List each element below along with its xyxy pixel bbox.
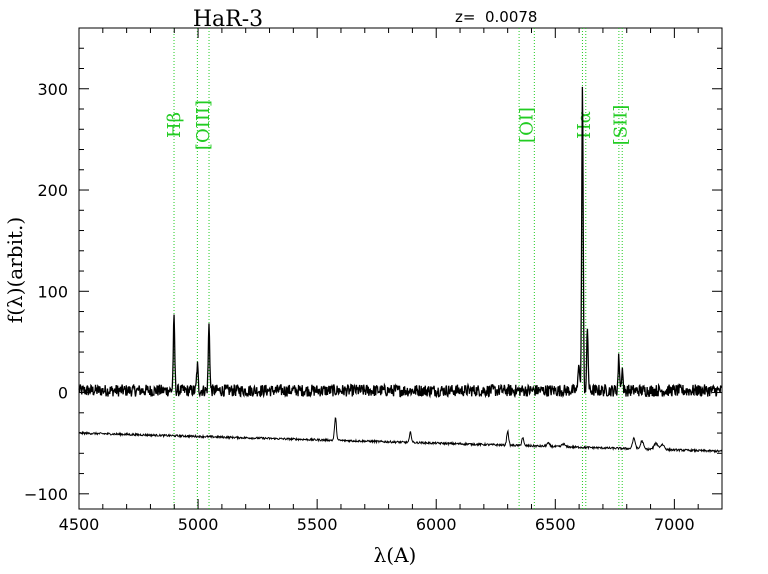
x-axis-label: λ(A)	[374, 543, 417, 567]
spectrum-line-1	[78, 417, 723, 454]
chart-title: HaR-3	[193, 7, 263, 32]
spectrum-line-0	[78, 86, 723, 399]
y-tick-label: 200	[37, 181, 68, 200]
y-tick-label: −100	[24, 485, 68, 504]
y-tick-label: 100	[37, 282, 68, 301]
x-tick-label: 6000	[416, 515, 457, 534]
x-tick-label: 5000	[178, 515, 219, 534]
spectrum-series	[78, 86, 723, 454]
x-tick-label: 7000	[654, 515, 695, 534]
plot-frame-group	[78, 27, 723, 510]
redshift-label: z= 0.0078	[455, 8, 537, 26]
y-tick-label: 300	[37, 80, 68, 99]
y-tick-label: 0	[58, 384, 68, 403]
x-tick-label: 4500	[59, 515, 100, 534]
x-tick-label: 5500	[297, 515, 338, 534]
line-marker-label-2: [OI]	[517, 107, 538, 143]
line-marker-label-4: [SII]	[611, 105, 632, 146]
axis-ticks: 4500 5000 5500 6000 6500 7000 −100 0 100 200 300	[24, 28, 723, 534]
line-marker-label-1: [OIII]	[193, 100, 214, 150]
emission-line-markers: Hβ [OIII] [OI] Hα [SII]	[164, 28, 632, 509]
line-marker-label-0: Hβ	[164, 112, 185, 138]
line-marker-label-3: Hα	[574, 111, 595, 139]
plot-frame	[78, 27, 723, 510]
y-axis-label: f(λ)(arbit.)	[3, 217, 27, 323]
x-tick-label: 6500	[535, 515, 576, 534]
